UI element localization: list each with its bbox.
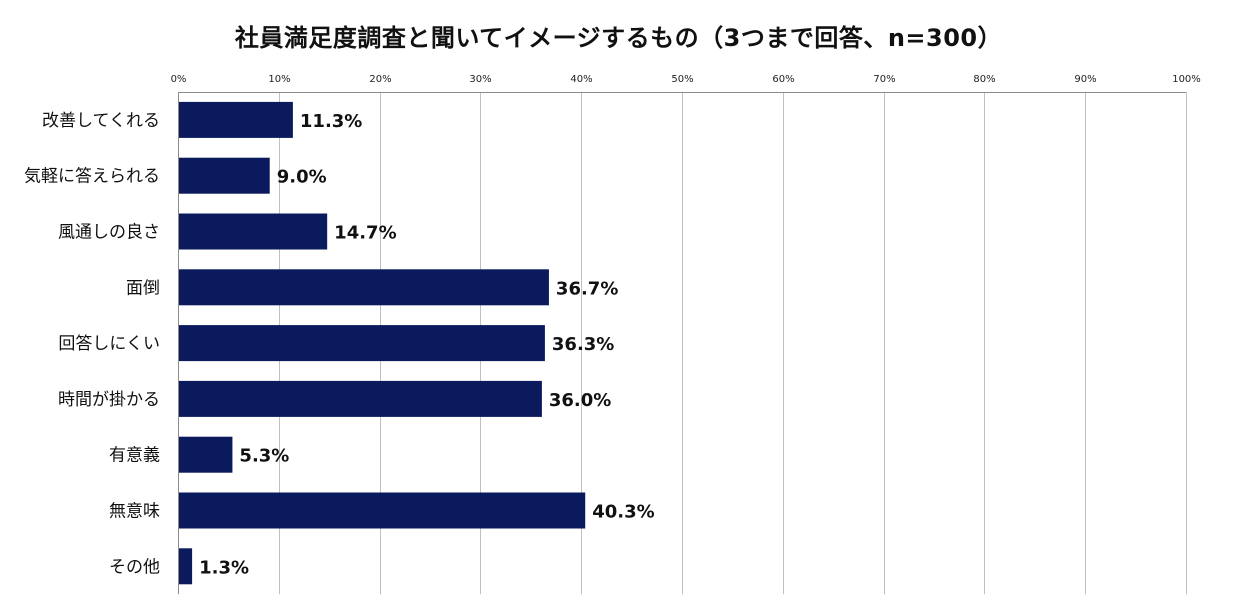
bar-4 bbox=[179, 325, 545, 362]
chart-title: 社員満足度調査と聞いてイメージするもの（3つまで回答、n=300） bbox=[234, 24, 1003, 52]
value-label-7: 40.3% bbox=[592, 502, 654, 523]
x-tick-label-20: 20% bbox=[369, 74, 391, 85]
bar-0 bbox=[179, 101, 293, 138]
category-labels: 改善してくれる気軽に答えられる風通しの良さ面倒回答しにくい時間が掛かる有意義無意… bbox=[24, 111, 160, 577]
category-label-2: 風通しの良さ bbox=[58, 223, 160, 243]
value-label-0: 11.3% bbox=[300, 111, 362, 132]
bar-8 bbox=[179, 548, 193, 585]
x-tick-label-50: 50% bbox=[671, 74, 693, 85]
value-label-4: 36.3% bbox=[552, 334, 614, 355]
value-label-6: 5.3% bbox=[239, 446, 289, 467]
x-tick-label-90: 90% bbox=[1074, 74, 1096, 85]
category-label-0: 改善してくれる bbox=[42, 111, 160, 131]
category-label-4: 回答しにくい bbox=[58, 334, 160, 354]
category-label-1: 気軽に答えられる bbox=[24, 167, 160, 187]
x-tick-label-60: 60% bbox=[772, 74, 794, 85]
bar-2 bbox=[179, 213, 328, 250]
category-label-6: 有意義 bbox=[109, 446, 160, 466]
bar-3 bbox=[179, 269, 549, 306]
category-label-3: 面倒 bbox=[126, 278, 160, 298]
bar-5 bbox=[179, 380, 542, 417]
value-label-2: 14.7% bbox=[334, 223, 396, 244]
x-tick-label-80: 80% bbox=[973, 74, 995, 85]
x-tick-label-0: 0% bbox=[171, 74, 187, 85]
bars: 11.3% 9.0% 14.7% 36.7% 36.3% 36.0% 5.3% 40.3% 1.… bbox=[179, 101, 655, 585]
category-label-8: その他 bbox=[109, 557, 160, 577]
value-label-1: 9.0% bbox=[277, 167, 327, 188]
bar-7 bbox=[179, 492, 586, 529]
category-label-5: 時間が掛かる bbox=[58, 390, 160, 410]
x-tick-label-10: 10% bbox=[268, 74, 290, 85]
value-label-5: 36.0% bbox=[549, 390, 611, 411]
bar-6 bbox=[179, 436, 233, 473]
value-label-3: 36.7% bbox=[556, 278, 618, 299]
x-tick-label-40: 40% bbox=[570, 74, 592, 85]
category-label-7: 無意味 bbox=[109, 502, 160, 522]
x-tick-label-30: 30% bbox=[469, 74, 491, 85]
value-label-8: 1.3% bbox=[199, 557, 249, 578]
x-axis-ticks: 0% 10% 20% 30% 40% 50% 60% 70% 80% 90% 100% bbox=[171, 74, 1201, 85]
x-tick-label-70: 70% bbox=[873, 74, 895, 85]
bar-1 bbox=[179, 157, 270, 194]
x-tick-label-100: 100% bbox=[1172, 74, 1201, 85]
